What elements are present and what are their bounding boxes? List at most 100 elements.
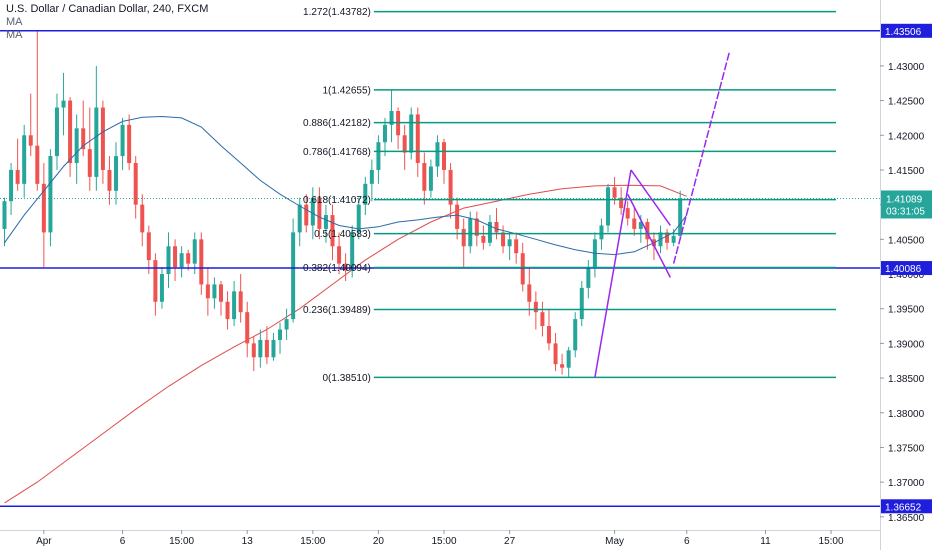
candle-body — [553, 343, 558, 365]
y-tick-label: 1.39500 — [888, 305, 925, 316]
h-line-price-label: 1.36652 — [885, 502, 922, 513]
candle-body — [114, 156, 119, 191]
candle-body — [363, 183, 368, 205]
trend-line — [672, 51, 731, 264]
candle-body — [599, 225, 604, 240]
h-line-price-tag — [881, 23, 932, 38]
h-line-price-label: 1.40086 — [885, 264, 922, 275]
fib-level-label: 0.382(1.40094) — [303, 263, 371, 274]
candle-body — [232, 291, 237, 320]
x-tick-label: Apr — [36, 536, 52, 547]
candle-body — [540, 312, 545, 327]
x-tick-label: 15:00 — [819, 536, 844, 547]
y-tick-label: 1.40000 — [888, 270, 925, 281]
candle-body — [632, 218, 637, 229]
h-line-price-tag — [881, 499, 932, 514]
candle-body — [369, 169, 374, 184]
candle-body — [494, 221, 499, 233]
candle-body — [573, 319, 578, 351]
candle-body — [94, 107, 99, 177]
candle-body — [356, 204, 361, 233]
candle-body — [173, 246, 178, 268]
candle-body — [330, 215, 335, 247]
candle-body — [199, 239, 204, 285]
candle-body — [264, 339, 269, 358]
candle-body — [9, 169, 14, 202]
candle-body — [428, 166, 433, 191]
candle-body — [87, 149, 92, 177]
candle-body — [133, 163, 138, 205]
ma-legend-1: MA — [6, 16, 23, 28]
candle-body — [560, 364, 565, 368]
trend-line — [627, 193, 672, 278]
chart-legend: U.S. Dollar / Canadian Dollar, 240, FXCM… — [6, 3, 208, 42]
x-tick-label: 15:00 — [169, 536, 194, 547]
candle-body — [271, 339, 276, 358]
candle-body — [245, 312, 250, 344]
y-tick-label: 1.38000 — [888, 409, 925, 420]
candle-body — [606, 187, 611, 226]
y-tick-label: 1.41500 — [888, 166, 925, 177]
candle-body — [507, 239, 512, 247]
candle-body — [323, 215, 328, 229]
x-tick-label: 6 — [120, 536, 126, 547]
fib-level-label: 0.786(1.41768) — [303, 147, 371, 158]
candle-body — [238, 291, 243, 313]
candle-body — [671, 235, 676, 243]
candle-body — [278, 329, 283, 340]
candle-body — [146, 232, 151, 261]
candle-body — [205, 284, 210, 299]
candle-body — [343, 263, 348, 271]
candle-body — [179, 253, 184, 268]
candle-body — [15, 169, 20, 184]
candle-body — [304, 204, 309, 226]
candle-body — [74, 128, 79, 164]
candle-body — [317, 197, 322, 229]
symbol-title: U.S. Dollar / Canadian Dollar, 240, FXCM — [6, 3, 209, 15]
candle-body — [68, 100, 73, 164]
candle-body — [350, 232, 355, 271]
candle-body — [501, 232, 506, 247]
candle-body — [533, 301, 538, 313]
candle-body — [546, 326, 551, 344]
candle-body — [579, 287, 584, 320]
y-tick-label: 1.43000 — [888, 62, 925, 73]
candle-body — [566, 350, 571, 368]
candle-body — [186, 253, 191, 264]
candle-body — [435, 142, 440, 167]
candle-body — [218, 284, 223, 302]
candle-body — [107, 169, 112, 191]
candle-body — [520, 253, 525, 285]
ma-slow-line — [4, 184, 687, 504]
x-tick-label: 11 — [760, 536, 771, 547]
fib-level-label: 0(1.38510) — [322, 373, 370, 384]
fib-level-label: 0.886(1.42182) — [303, 118, 371, 129]
candle-body — [461, 228, 466, 247]
candle-body — [337, 246, 342, 264]
x-tick-label: 6 — [684, 536, 690, 547]
candle-body — [41, 183, 46, 233]
x-tick-label: 13 — [242, 536, 254, 547]
y-tick-label: 1.38500 — [888, 374, 925, 385]
candle-body — [619, 197, 624, 209]
candle-body — [527, 284, 532, 302]
candle-body — [402, 135, 407, 153]
candle-body — [153, 260, 158, 302]
candle-body — [35, 145, 40, 184]
candle-body — [140, 204, 145, 233]
candle-body — [251, 343, 256, 358]
candle-body — [382, 124, 387, 143]
fib-level-label: 1.272(1.43782) — [303, 7, 371, 18]
y-tick-label: 1.42000 — [888, 131, 925, 142]
y-tick-label: 1.40500 — [888, 235, 925, 246]
fib-level-label: 0.5(1.40583) — [314, 229, 371, 240]
candle-body — [645, 221, 650, 240]
candle-body — [487, 221, 492, 243]
x-tick-label: 20 — [373, 536, 385, 547]
candle-body — [442, 142, 447, 170]
fib-level-label: 0.618(1.41072) — [303, 195, 371, 206]
candle-body — [22, 135, 27, 184]
fib-level-label: 0.236(1.39489) — [303, 305, 371, 316]
